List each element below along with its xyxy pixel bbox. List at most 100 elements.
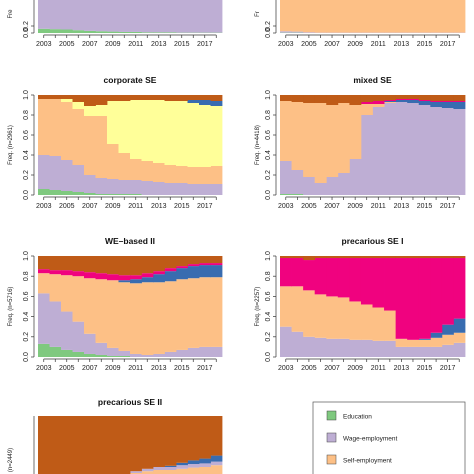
- bar-segment: [395, 346, 408, 357]
- x-tick-label: 2003: [278, 41, 294, 48]
- bar-segment: [95, 105, 108, 116]
- bar-segment: [84, 256, 96, 273]
- bar-segment: [176, 95, 188, 101]
- bar-segment: [141, 256, 154, 274]
- bar-segment: [360, 258, 373, 305]
- bar-segment: [360, 102, 373, 104]
- x-axis: 2003 2005 2007 2009 2011 2013 2015 2017: [278, 358, 460, 372]
- bar-segment: [210, 277, 223, 347]
- x-axis: 2003 2005 2007 2009 2011 2013 2015 2017: [278, 196, 460, 210]
- bar-segment: [372, 258, 385, 308]
- bar-segment: [153, 182, 165, 195]
- y-axis: 0.0 0.2 0.4 0.6 0.8 1.0 Freq. (n=2961): [8, 90, 35, 200]
- bar-segment: [210, 256, 223, 264]
- series-self-employment: [38, 99, 223, 184]
- bar-segment: [418, 258, 431, 339]
- x-tick-label: 2011: [128, 203, 143, 210]
- bar-segment: [164, 32, 177, 33]
- bar-segment: [176, 166, 188, 183]
- bar-segment: [441, 101, 454, 102]
- bar-segment: [49, 99, 62, 156]
- bar-segment: [49, 274, 62, 302]
- bar-segment: [107, 144, 119, 179]
- bar-segment: [141, 273, 154, 278]
- bar-segment: [84, 272, 96, 279]
- bar-segment: [372, 307, 385, 341]
- bar-segment: [314, 183, 327, 195]
- bar-segment: [360, 104, 373, 115]
- bar-segment: [49, 95, 62, 99]
- x-axis: 2003 2005 2007 2009 2011 2013 2015 2017: [36, 196, 217, 210]
- bar-segment: [107, 280, 119, 348]
- bar-segment: [130, 95, 142, 100]
- x-tick-label: 2013: [151, 365, 167, 372]
- bar-segment: [441, 334, 454, 345]
- bar-segment: [314, 258, 327, 295]
- bar-segment: [176, 268, 188, 280]
- bar-segment: [303, 32, 316, 33]
- bar-segment: [38, 343, 50, 357]
- bar-segment: [199, 346, 211, 357]
- bar-segment: [210, 346, 223, 357]
- bar-segment: [303, 290, 316, 337]
- bar-segment: [84, 193, 96, 195]
- bar-segment: [95, 31, 108, 33]
- bar-segment: [153, 95, 165, 100]
- series-wage-employment: [130, 461, 223, 473]
- legend-label: Education: [343, 414, 372, 421]
- bar-segment: [384, 103, 397, 195]
- bar-segment: [395, 100, 408, 102]
- x-tick-label: 2009: [347, 203, 363, 210]
- bar-segment: [384, 256, 397, 259]
- bar-segment: [176, 256, 188, 267]
- bar-segment: [164, 165, 177, 183]
- bar-segment: [164, 416, 177, 466]
- x-tick-label: 2003: [278, 365, 294, 372]
- bar-segment: [199, 184, 211, 195]
- bar-segment: [84, 278, 96, 334]
- bar-segment: [84, 416, 96, 474]
- bar-segment: [141, 282, 154, 355]
- bar-segment: [107, 0, 119, 32]
- bar-segment: [107, 347, 119, 356]
- x-tick-label: 2017: [197, 365, 213, 372]
- bar-segment: [280, 286, 292, 327]
- bar-segment: [441, 324, 454, 335]
- bar-segment: [95, 354, 108, 357]
- bar-segment: [337, 338, 350, 357]
- bar-segment: [130, 180, 142, 194]
- bar-segment: [61, 311, 73, 350]
- bar-segment: [153, 416, 165, 467]
- bar-segment: [187, 464, 200, 468]
- panel-title: precarious SE II: [98, 397, 162, 407]
- series-education: [38, 28, 223, 33]
- bar-segment: [407, 95, 420, 99]
- x-tick-label: 2011: [371, 365, 386, 372]
- bar-segment: [95, 194, 108, 195]
- bar-segment: [326, 296, 339, 339]
- bar-segment: [153, 467, 165, 470]
- bar-segment: [176, 279, 188, 350]
- bar-segment: [407, 258, 420, 340]
- bar-segment: [372, 340, 385, 357]
- y-tick-label: 0.2: [265, 21, 272, 31]
- bar-segment: [107, 256, 119, 275]
- bar-segment: [107, 355, 119, 357]
- bar-segment: [291, 170, 304, 194]
- bar-segment: [61, 256, 73, 271]
- x-tick-label: 2005: [59, 41, 75, 48]
- bar-segment: [72, 95, 85, 102]
- bar-segment: [326, 177, 339, 195]
- bar-segment: [141, 100, 154, 161]
- x-tick-label: 2013: [151, 203, 167, 210]
- bar-segment: [199, 277, 211, 347]
- bar-segment: [61, 191, 73, 195]
- x-tick-label: 2015: [174, 41, 190, 48]
- bar-segment: [38, 293, 50, 344]
- x-axis: 2003 2005 2007 2009 2011 2013 2015 2017: [278, 34, 460, 48]
- series-wage-employment: [280, 102, 466, 195]
- bar-segment: [384, 101, 397, 102]
- bar-segment: [118, 280, 131, 283]
- bar-segment: [210, 95, 223, 101]
- y-axis: 0.0 0.2 0.4 0.6 0.8 1.0 Freq. (n=5716): [8, 251, 35, 362]
